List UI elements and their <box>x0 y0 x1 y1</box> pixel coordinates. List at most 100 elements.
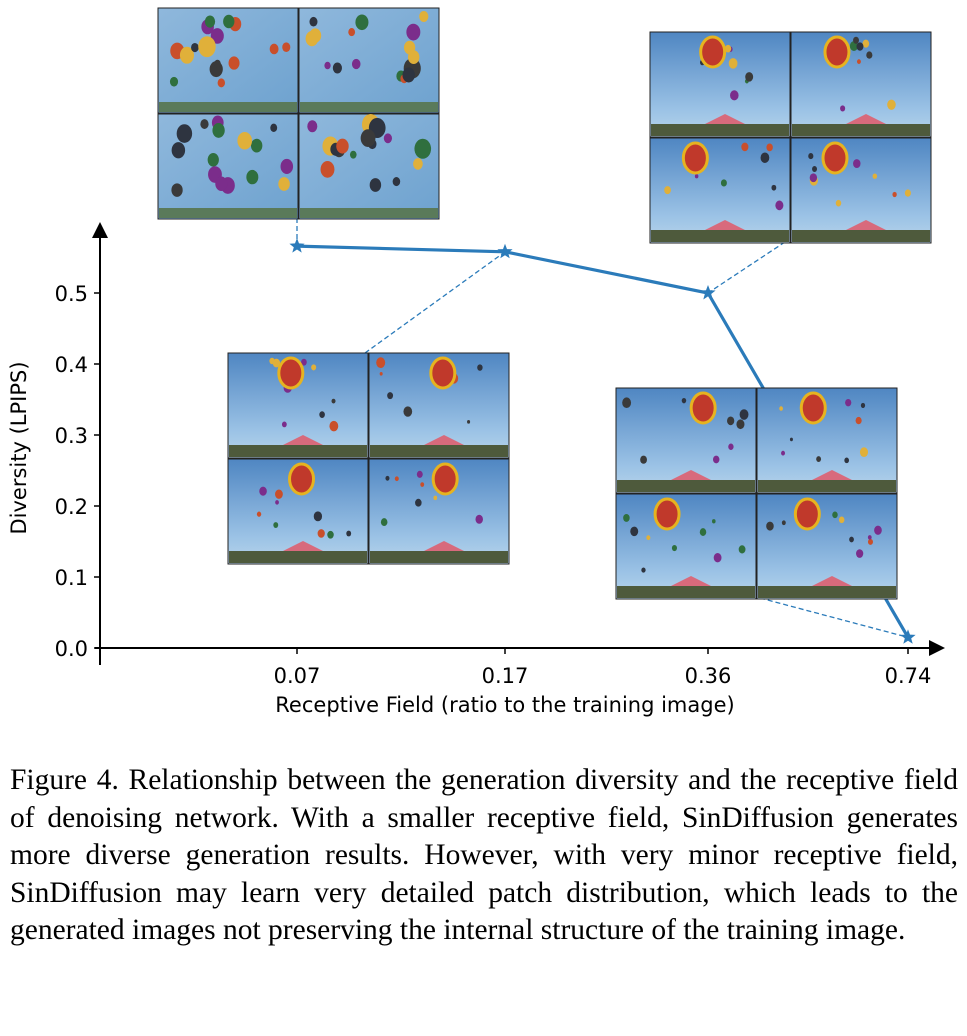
crowd <box>370 551 508 563</box>
balloon <box>351 58 361 70</box>
x-axis-arrow <box>929 640 945 656</box>
balloon <box>270 123 278 132</box>
balloon <box>849 536 854 543</box>
balloon <box>816 456 822 463</box>
big-balloon <box>431 462 459 496</box>
balloon <box>215 176 228 191</box>
balloon <box>204 15 216 28</box>
balloon <box>730 90 739 101</box>
balloon <box>217 78 226 88</box>
balloon <box>809 173 818 183</box>
balloon <box>379 371 383 376</box>
balloon <box>200 119 209 130</box>
balloon <box>407 50 420 65</box>
balloon <box>856 59 861 64</box>
balloon <box>694 174 699 179</box>
balloon <box>467 419 471 424</box>
big-balloon <box>793 497 821 531</box>
balloon <box>874 525 882 535</box>
big-balloon <box>821 141 849 175</box>
crowd <box>758 586 896 598</box>
balloon <box>171 183 183 197</box>
chart: Receptive Field (ratio to the training i… <box>7 7 945 717</box>
balloon <box>904 189 911 197</box>
x-tick-label: 0.17 <box>482 664 529 688</box>
big-balloon <box>277 356 305 390</box>
balloon <box>282 42 291 53</box>
balloon <box>630 526 639 537</box>
x-tick-label: 0.36 <box>685 664 732 688</box>
ground <box>159 102 297 112</box>
balloon <box>348 28 356 37</box>
connector <box>707 241 786 294</box>
balloon <box>329 420 339 432</box>
balloon <box>313 511 323 522</box>
balloon <box>259 486 267 496</box>
ground <box>300 208 438 218</box>
crowd <box>229 445 367 457</box>
data-point <box>700 285 716 300</box>
balloon <box>228 56 240 70</box>
y-tick-label: 0.4 <box>55 353 88 377</box>
balloon <box>327 530 334 539</box>
balloon <box>853 159 861 169</box>
balloon <box>420 482 425 487</box>
balloon <box>176 124 193 143</box>
balloon <box>331 398 336 404</box>
balloon <box>415 498 422 507</box>
balloon <box>256 511 262 517</box>
y-axis-arrow <box>92 222 108 238</box>
balloon <box>301 358 307 366</box>
balloon <box>712 519 716 524</box>
balloon <box>311 364 317 371</box>
balloon <box>771 184 777 191</box>
balloon <box>369 178 382 192</box>
big-balloon <box>429 356 457 390</box>
thumbnail <box>615 387 898 600</box>
balloon <box>385 475 390 481</box>
balloon <box>713 553 722 563</box>
big-balloon <box>653 497 681 531</box>
balloon <box>223 14 235 29</box>
balloon <box>250 138 263 153</box>
balloon <box>414 138 432 159</box>
balloon <box>210 28 224 44</box>
balloon <box>867 535 872 540</box>
y-tick-label: 0.5 <box>55 282 88 306</box>
ground <box>159 208 297 218</box>
balloon <box>808 152 814 160</box>
thumbnail-tile <box>756 387 898 494</box>
balloon <box>853 36 859 44</box>
tent <box>812 576 852 586</box>
balloon <box>416 470 423 478</box>
balloon <box>622 397 632 409</box>
balloon <box>720 179 727 187</box>
balloon <box>360 129 376 147</box>
balloon <box>376 357 386 369</box>
balloon <box>728 443 734 451</box>
crowd <box>617 586 755 598</box>
balloon <box>859 447 869 457</box>
y-tick-label: 0.1 <box>55 566 88 590</box>
balloon <box>207 153 219 167</box>
balloon <box>191 42 199 53</box>
crowd <box>792 124 930 136</box>
balloon <box>856 549 864 558</box>
big-balloon <box>799 391 827 425</box>
balloon <box>332 62 342 74</box>
balloon <box>309 16 318 27</box>
crowd <box>617 480 755 492</box>
balloon <box>699 528 707 536</box>
balloon <box>856 42 864 51</box>
balloon <box>812 165 818 172</box>
crowd <box>792 230 930 242</box>
balloon <box>867 538 873 545</box>
balloon <box>272 358 281 368</box>
tent <box>846 114 886 124</box>
x-tick-label: 0.07 <box>274 664 321 688</box>
balloon <box>860 402 866 408</box>
tent <box>705 114 745 124</box>
balloon <box>475 514 483 524</box>
tent <box>424 541 464 551</box>
tent <box>671 576 711 586</box>
